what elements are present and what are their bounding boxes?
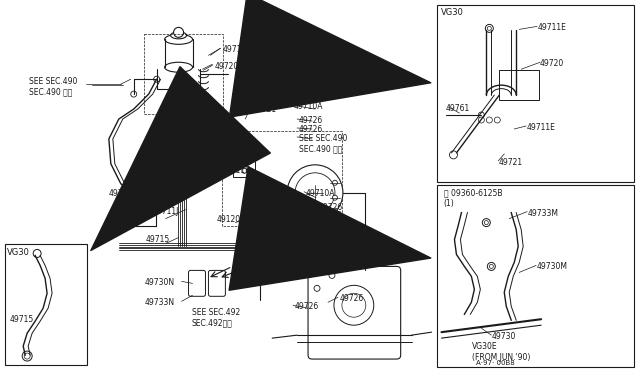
Bar (436, 6, 634, 182)
Circle shape (487, 26, 492, 31)
Text: 49721: 49721 (499, 158, 522, 167)
Text: 49120A: 49120A (216, 215, 246, 224)
Text: SEE SEC.492
SEC.492参照: SEE SEC.492 SEC.492参照 (191, 308, 240, 328)
Circle shape (154, 76, 159, 82)
Circle shape (449, 151, 458, 159)
Ellipse shape (164, 62, 193, 72)
Ellipse shape (164, 34, 193, 44)
Text: SEE SEC.490
SEC.490 参照: SEE SEC.490 SEC.490 参照 (299, 134, 348, 153)
Circle shape (329, 272, 335, 278)
Text: 49711E: 49711E (526, 123, 555, 132)
Circle shape (483, 219, 490, 227)
Circle shape (287, 165, 343, 221)
Text: 49735: 49735 (250, 256, 275, 266)
Text: 49710A: 49710A (306, 189, 335, 198)
Text: 49721: 49721 (252, 105, 276, 114)
Circle shape (22, 351, 32, 361)
Text: 49720: 49720 (540, 59, 564, 68)
Bar (234, 149, 255, 177)
FancyBboxPatch shape (209, 270, 225, 296)
Text: VG30E
(FROM JUN.'90): VG30E (FROM JUN.'90) (472, 342, 531, 362)
Text: 49730N: 49730N (145, 278, 175, 288)
Circle shape (24, 353, 30, 359)
Text: 49711J: 49711J (109, 189, 135, 198)
Circle shape (342, 293, 366, 317)
Circle shape (486, 117, 492, 123)
Text: 49715: 49715 (9, 315, 33, 324)
Circle shape (478, 112, 484, 118)
FancyBboxPatch shape (308, 266, 401, 359)
FancyBboxPatch shape (189, 270, 205, 296)
Text: 49726: 49726 (337, 262, 361, 272)
Circle shape (295, 173, 335, 213)
Circle shape (173, 28, 184, 37)
Text: 49733N: 49733N (145, 298, 175, 307)
Circle shape (131, 91, 137, 97)
Text: 49711E: 49711E (221, 166, 250, 175)
Text: 49730: 49730 (492, 332, 516, 341)
Ellipse shape (171, 32, 186, 39)
Text: 49720: 49720 (214, 62, 239, 71)
Bar (144, 34, 223, 114)
Text: 49726: 49726 (299, 125, 323, 134)
Text: Ⓢ 09360-6125B
(1): Ⓢ 09360-6125B (1) (444, 189, 502, 208)
Text: 49715: 49715 (146, 235, 170, 244)
Text: VG30: VG30 (7, 247, 30, 257)
Circle shape (485, 25, 493, 32)
Text: SEE SEC.490
SEC.490 参照: SEE SEC.490 SEC.490 参照 (29, 77, 77, 97)
Circle shape (131, 191, 137, 197)
Bar (499, 70, 539, 100)
Circle shape (242, 151, 247, 156)
Text: 49761: 49761 (445, 104, 470, 113)
Text: A·97· 00B8: A·97· 00B8 (476, 360, 515, 366)
Text: 49733M: 49733M (527, 209, 558, 218)
Text: 49730M: 49730M (536, 262, 567, 272)
Text: 49710A: 49710A (294, 102, 324, 111)
Circle shape (242, 168, 247, 173)
Circle shape (332, 195, 337, 200)
Circle shape (332, 208, 337, 213)
Bar (5, 244, 87, 365)
Text: 49710A: 49710A (325, 250, 355, 260)
Circle shape (334, 285, 374, 325)
Text: VG30: VG30 (440, 9, 463, 17)
Circle shape (242, 160, 247, 165)
Text: 49735: 49735 (173, 158, 198, 167)
Text: 49726: 49726 (340, 294, 364, 303)
Bar (222, 131, 342, 225)
Circle shape (332, 180, 337, 185)
Bar (436, 185, 634, 367)
Text: 49711E: 49711E (222, 45, 252, 54)
Text: 49711J: 49711J (153, 207, 179, 216)
Text: 49726: 49726 (299, 116, 323, 125)
Circle shape (314, 285, 320, 291)
Circle shape (478, 117, 484, 123)
Text: 49711E: 49711E (537, 23, 566, 32)
Text: 49726: 49726 (319, 203, 343, 212)
Circle shape (33, 250, 41, 257)
Circle shape (494, 117, 500, 123)
Text: 49726: 49726 (295, 302, 319, 311)
Circle shape (484, 221, 488, 225)
Circle shape (490, 264, 493, 269)
Circle shape (487, 262, 495, 270)
